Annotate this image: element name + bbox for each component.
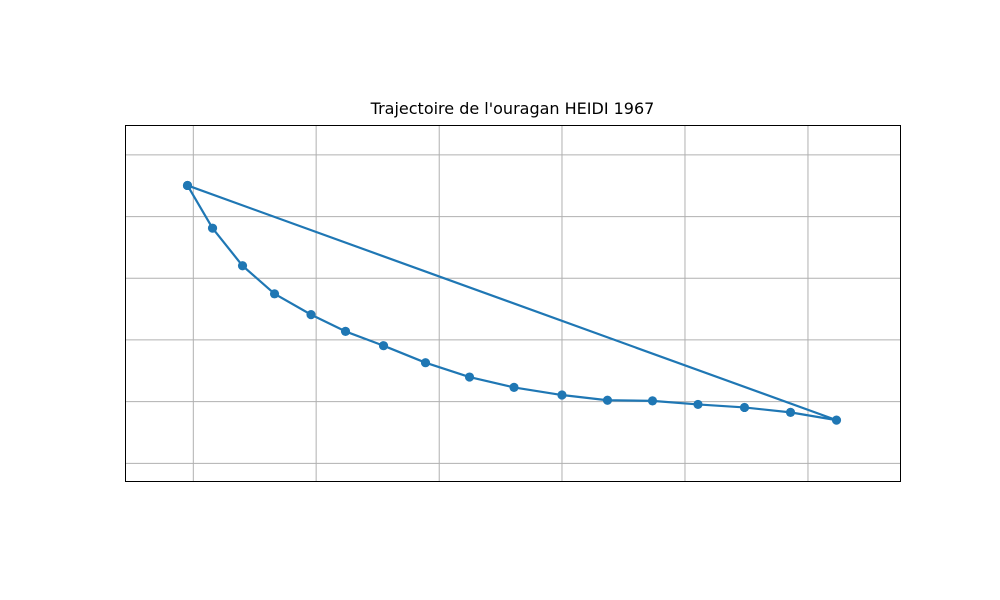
track-point-7 [378, 341, 389, 351]
track-point-10 [509, 382, 519, 393]
track-line-1 [186, 184, 838, 422]
track-point-4 [269, 289, 280, 299]
track-point-17 [831, 415, 842, 425]
track-point-8 [420, 358, 431, 368]
plot-area-frame [125, 125, 901, 482]
track-point-9 [464, 372, 475, 382]
track-point-14 [693, 399, 703, 410]
grid-layer [125, 125, 901, 482]
track-point-2 [207, 223, 218, 233]
track-point-16 [785, 407, 796, 417]
series-layer [182, 180, 842, 425]
track-point-6 [340, 326, 351, 337]
track-point-3 [237, 261, 248, 271]
chart-title: Trajectoire de l'ouragan HEIDI 1967 [370, 99, 655, 118]
track-point-12 [602, 395, 613, 405]
track-point-11 [557, 390, 567, 400]
track-point-13 [647, 396, 658, 406]
track-point-5 [306, 310, 316, 320]
track-point-18 [182, 180, 193, 191]
track-point-15 [739, 402, 750, 413]
